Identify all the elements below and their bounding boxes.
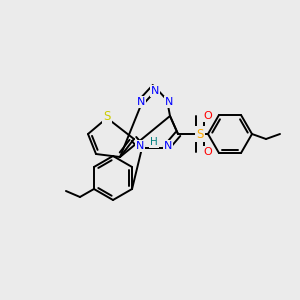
Text: N: N bbox=[165, 97, 173, 107]
Text: S: S bbox=[196, 128, 204, 140]
Text: N: N bbox=[164, 141, 172, 151]
Text: O: O bbox=[204, 111, 212, 121]
Text: N: N bbox=[151, 86, 159, 96]
Text: N: N bbox=[137, 97, 145, 107]
Text: N: N bbox=[136, 141, 144, 151]
Text: S: S bbox=[103, 110, 111, 122]
Text: O: O bbox=[204, 147, 212, 157]
Text: H: H bbox=[150, 137, 158, 147]
